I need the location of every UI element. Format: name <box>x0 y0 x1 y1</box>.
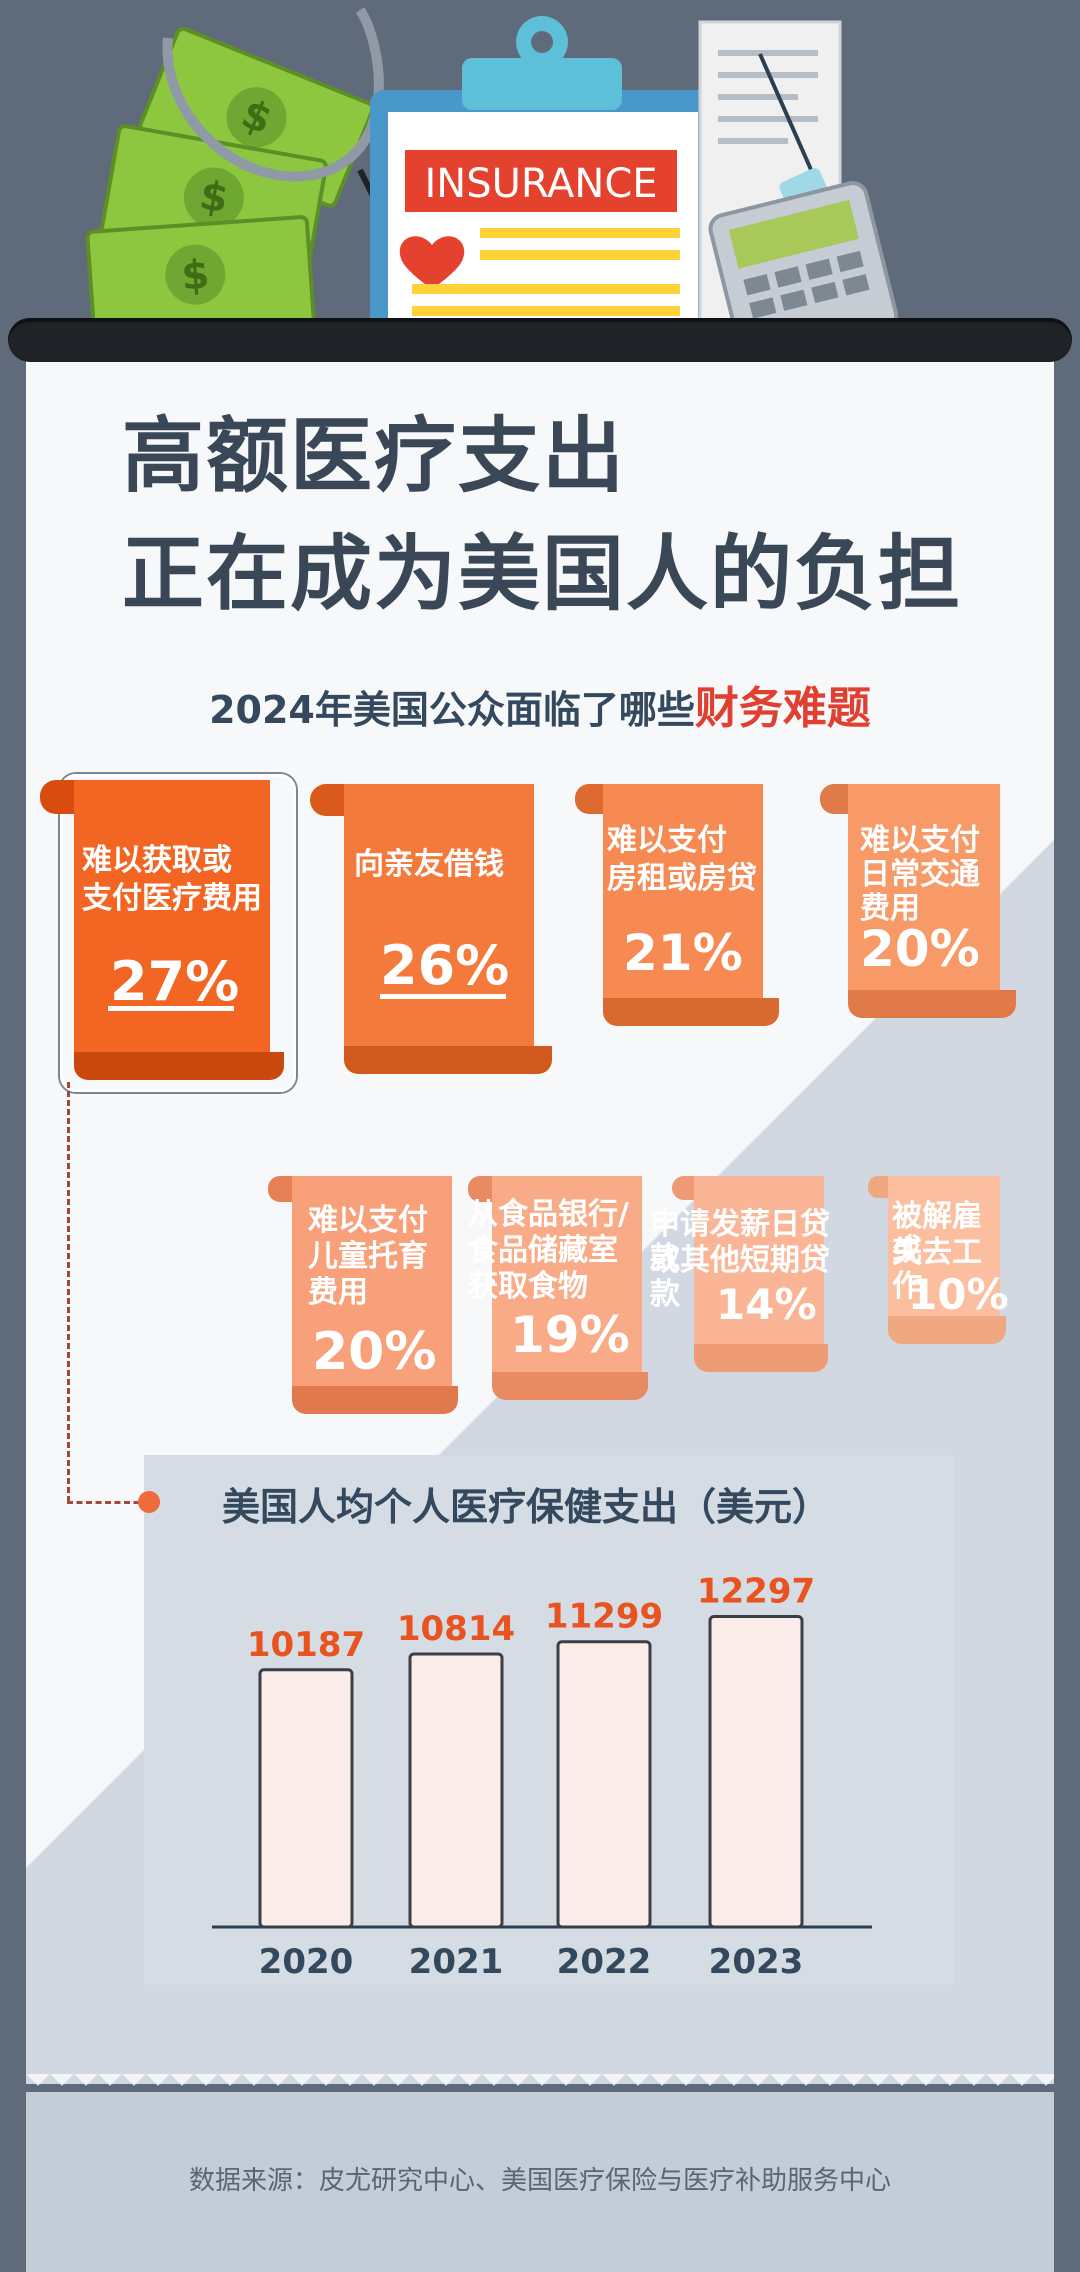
issue-percent: 10% <box>908 1270 1009 1319</box>
issue-percent: 27% <box>110 950 240 1013</box>
issue-banner-4: 难以支付 日常交通 费用 20% <box>820 784 1016 1022</box>
insurance-illustration: $ $ $ INSURANCE <box>85 7 899 340</box>
connector-line-vertical <box>67 1082 70 1502</box>
issue-label-line: 难以支付 <box>860 823 980 858</box>
issue-label-line: 日常交通 <box>860 857 980 892</box>
banner-foot <box>292 1386 458 1414</box>
issue-label-line: 难以获取或 <box>82 843 232 878</box>
banner-foot <box>492 1372 648 1400</box>
x-tick-label: 2021 <box>409 1942 504 1982</box>
x-tick-label: 2020 <box>259 1942 354 1982</box>
calculator-icon <box>708 180 899 340</box>
issue-label-line: 费用 <box>860 891 920 926</box>
bar-2022 <box>556 1640 652 1929</box>
chart-title: 美国人均个人医疗保健支出（美元） <box>222 1485 831 1529</box>
bar-2020 <box>258 1668 354 1929</box>
banner-foot <box>74 1052 284 1080</box>
page-subtitle: 2024年美国公众面临了哪些财务难题 <box>0 672 1080 736</box>
issue-percent: 26% <box>380 934 510 997</box>
banner-foot <box>344 1046 552 1074</box>
subtitle-highlight: 财务难题 <box>694 683 871 734</box>
bar-value-label: 11299 <box>545 1597 663 1637</box>
x-tick-label: 2023 <box>709 1942 804 1982</box>
banner-foot <box>603 998 779 1026</box>
banner-body <box>848 784 1000 998</box>
banner-body <box>74 780 270 1060</box>
issue-banner-3: 难以支付 房租或房贷 21% <box>575 784 779 1029</box>
title-line-1: 高额医疗支出 <box>122 409 627 504</box>
issue-banner-1: 难以获取或 支付医疗费用 27% <box>40 780 290 1080</box>
issue-percent: 19% <box>510 1306 630 1364</box>
chart-marker-dot <box>138 1491 160 1513</box>
issue-label-line: 或其他短期贷款 <box>650 1243 830 1312</box>
percent-underline <box>380 994 506 999</box>
highlight-frame <box>60 774 296 1092</box>
issue-banner-7: 申请发薪日贷款 或其他短期贷款 14% <box>650 1176 832 1372</box>
bar-2021 <box>408 1652 504 1929</box>
bar-value-label: 10814 <box>397 1609 515 1649</box>
issue-label-line: 食品储藏室 <box>468 1233 618 1268</box>
money-bills-icon: $ $ $ <box>85 26 375 340</box>
issue-label-line: 被解雇或 <box>892 1199 982 1268</box>
issue-banner-5: 难以支付 儿童托育 费用 20% <box>268 1176 460 1414</box>
issue-banner-8: 被解雇或 失去工作 10% <box>868 1176 1009 1344</box>
x-tick-label: 2022 <box>557 1942 652 1982</box>
issue-banner-6: 从食品银行/ 食品储藏室 获取食物 19% <box>468 1176 650 1400</box>
heart-icon <box>399 236 465 289</box>
banner-body <box>492 1176 642 1380</box>
issue-label-line: 获取食物 <box>468 1269 588 1304</box>
issue-percent: 14% <box>716 1280 817 1329</box>
page-title: 高额医疗支出 正在成为美国人的负担 <box>122 398 1002 634</box>
issue-label-line: 失去工作 <box>892 1235 982 1304</box>
issue-label-line: 申请发薪日贷款 <box>650 1207 830 1276</box>
banner-body <box>694 1176 824 1352</box>
issue-label-line: 房租或房贷 <box>607 861 757 896</box>
subtitle-text: 2024年美国公众面临了哪些 <box>209 688 695 732</box>
data-source: 数据来源：皮尤研究中心、美国医疗保险与医疗补助服务中心 <box>188 2166 891 2196</box>
issue-banner-2: 向亲友借钱 26% <box>310 784 555 1079</box>
issue-label-line: 难以支付 <box>607 823 727 858</box>
issue-label-line: 难以支付 <box>308 1203 428 1238</box>
title-line-2: 正在成为美国人的负担 <box>122 527 963 622</box>
bar-2023 <box>708 1615 804 1929</box>
issue-label-line: 向亲友借钱 <box>354 847 504 882</box>
svg-text:INSURANCE: INSURANCE <box>424 161 657 207</box>
bar-value-label: 10187 <box>247 1625 365 1665</box>
percent-underline <box>108 1006 234 1011</box>
issue-label-line: 费用 <box>308 1275 368 1310</box>
banner-body <box>603 784 763 1006</box>
issue-percent: 20% <box>860 920 980 978</box>
connector-line-horizontal <box>67 1501 149 1504</box>
clipboard-icon: INSURANCE <box>370 16 715 340</box>
scroll-rod <box>8 318 1072 362</box>
issue-percent: 21% <box>623 924 743 982</box>
svg-text:$: $ <box>180 252 211 300</box>
footer-panel <box>26 2092 1054 2272</box>
issue-label-line: 儿童托育 <box>308 1239 428 1274</box>
bar-chart: 10187 2020 10814 2021 11299 2022 12297 2023 <box>212 1572 872 1982</box>
banner-body <box>344 784 534 1054</box>
banner-body <box>292 1176 452 1394</box>
issue-percent: 20% <box>312 1322 437 1382</box>
banner-foot <box>888 1316 1006 1344</box>
issue-label-line: 支付医疗费用 <box>82 881 262 916</box>
banner-body <box>888 1176 1000 1324</box>
banner-foot <box>848 990 1016 1018</box>
banner-foot <box>694 1344 828 1372</box>
issue-label-line: 从食品银行/ <box>468 1197 629 1232</box>
stethoscope-icon <box>162 7 384 182</box>
bar-value-label: 12297 <box>697 1572 815 1612</box>
